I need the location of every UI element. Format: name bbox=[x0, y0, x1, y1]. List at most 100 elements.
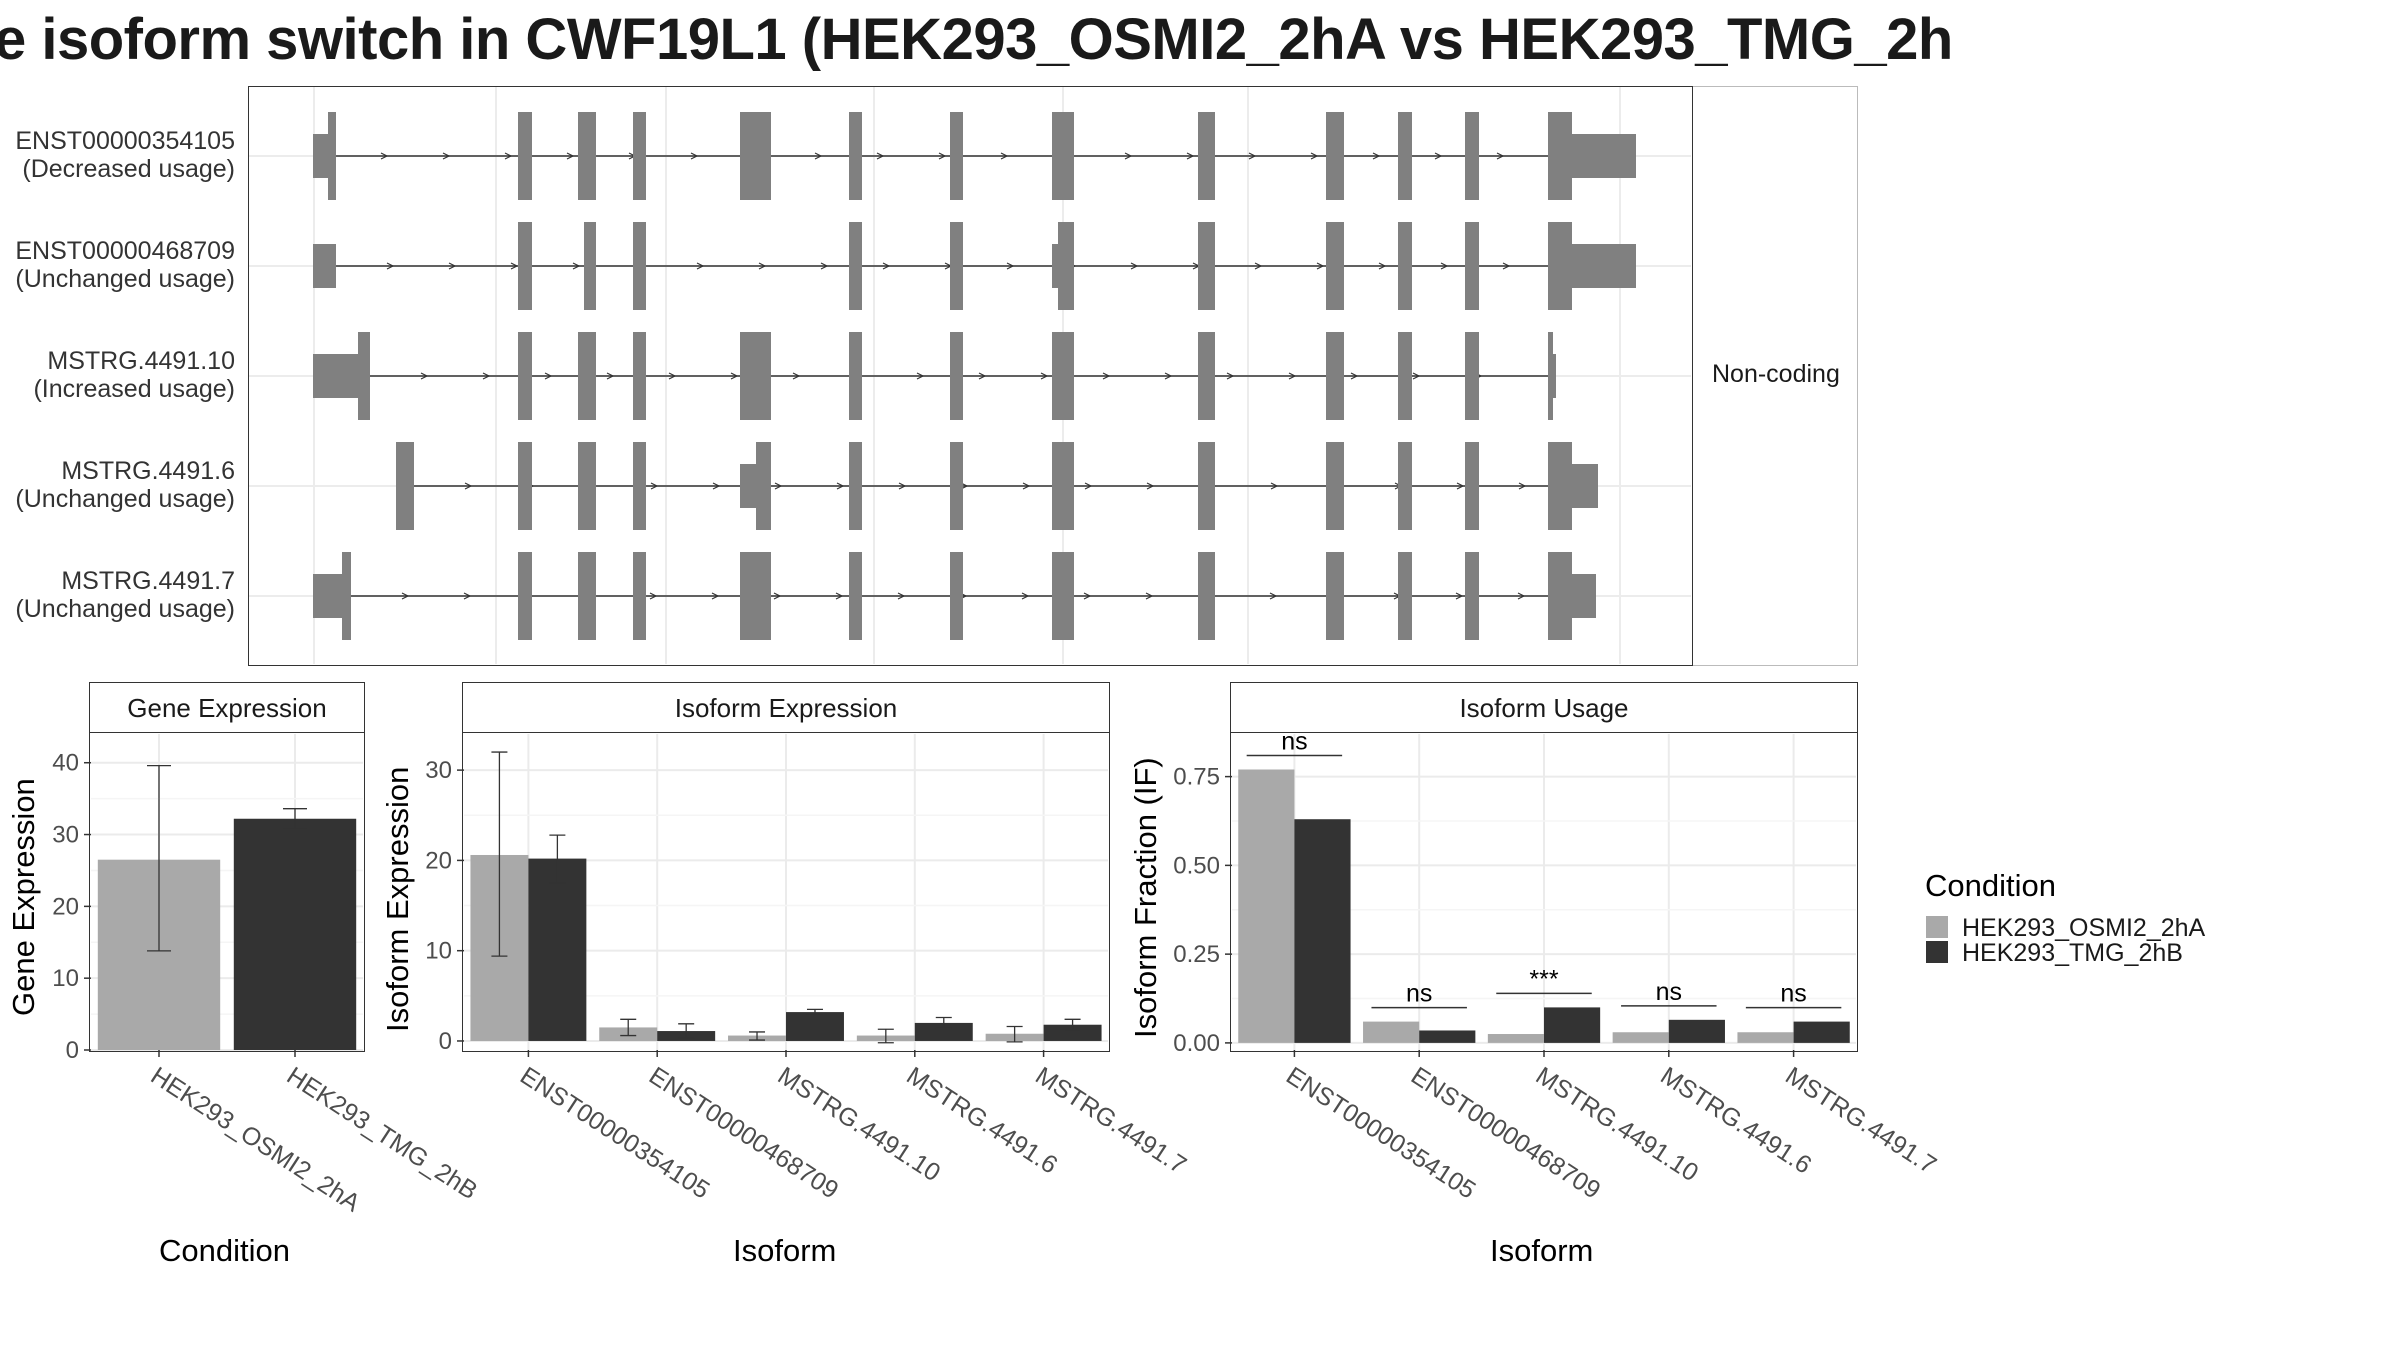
exon-box bbox=[1572, 464, 1598, 508]
intron-arrow bbox=[696, 262, 705, 270]
intron-arrow bbox=[448, 262, 457, 270]
y-tick-label: 30 bbox=[425, 757, 452, 784]
intron-arrow bbox=[774, 482, 783, 490]
isoform-structure-label: MSTRG.4491.10 (Increased usage) bbox=[0, 347, 235, 403]
exon-box bbox=[342, 552, 351, 640]
exon-box bbox=[1572, 574, 1596, 618]
isoform-usage-status: (Unchanged usage) bbox=[15, 485, 235, 513]
isoform-id: MSTRG.4491.10 bbox=[47, 347, 235, 375]
x-tick-label: MSTRG.4491.7 bbox=[1780, 1062, 1941, 1180]
exon-box bbox=[633, 442, 646, 530]
y-tick-label: 40 bbox=[52, 750, 79, 777]
exon-box bbox=[1326, 222, 1344, 310]
isoform-structure-label: MSTRG.4491.7 (Unchanged usage) bbox=[0, 567, 235, 623]
intron-arrow bbox=[835, 592, 844, 600]
y-tick-label: 30 bbox=[52, 822, 79, 849]
intron-arrow bbox=[1164, 372, 1173, 380]
exon-box bbox=[950, 442, 963, 530]
intron-arrow bbox=[463, 592, 472, 600]
intron-arrow bbox=[1186, 152, 1195, 160]
exon-box bbox=[1198, 552, 1215, 640]
intron-arrow bbox=[978, 372, 987, 380]
exon-box bbox=[1198, 222, 1215, 310]
isoform-usage-status: (Increased usage) bbox=[33, 375, 235, 403]
gene-expression-xlabel: Condition bbox=[159, 1233, 290, 1268]
y-tick-label: 0.00 bbox=[1173, 1030, 1220, 1057]
intron-arrow bbox=[401, 592, 410, 600]
exon-box bbox=[1465, 222, 1479, 310]
isoform-usage-status: (Decreased usage) bbox=[22, 155, 235, 183]
x-tick-label: ENST00000354105 bbox=[1281, 1062, 1480, 1205]
exon-box bbox=[358, 332, 370, 420]
exon-box bbox=[1326, 552, 1344, 640]
intron-arrow bbox=[380, 152, 389, 160]
intron-arrow bbox=[1440, 262, 1449, 270]
intron-arrow bbox=[668, 372, 677, 380]
intron-arrow bbox=[1083, 592, 1092, 600]
non-coding-label: Non-coding bbox=[1712, 360, 1840, 388]
intron-arrow bbox=[938, 152, 947, 160]
legend-key-tmg bbox=[1926, 941, 1948, 963]
exon-box bbox=[1465, 332, 1479, 420]
x-tick-label: MSTRG.4491.10 bbox=[773, 1062, 946, 1188]
exon-box bbox=[740, 112, 771, 200]
isoform-structure-label: MSTRG.4491.6 (Unchanged usage) bbox=[0, 457, 235, 513]
intron-arrow bbox=[1124, 152, 1133, 160]
intron-arrow bbox=[758, 262, 767, 270]
isoform-structure-svg bbox=[249, 87, 1691, 664]
exon-box bbox=[518, 442, 532, 530]
isoform-structure-panel bbox=[248, 86, 1693, 666]
intron-arrow bbox=[773, 592, 782, 600]
y-tick-label: 0 bbox=[66, 1037, 79, 1064]
exon-box bbox=[578, 442, 596, 530]
x-tick-label: MSTRG.4491.6 bbox=[902, 1062, 1063, 1180]
exon-box bbox=[1465, 442, 1479, 530]
y-tick-label: 10 bbox=[425, 938, 452, 965]
exon-box bbox=[849, 442, 862, 530]
isoform-usage-status: (Unchanged usage) bbox=[15, 595, 235, 623]
exon-box bbox=[849, 112, 862, 200]
intron-arrow bbox=[606, 372, 615, 380]
exon-box bbox=[1465, 112, 1479, 200]
x-tick-label: ENST00000468709 bbox=[1406, 1062, 1605, 1205]
intron-arrow bbox=[464, 482, 473, 490]
intron-arrow bbox=[1310, 152, 1319, 160]
exon-box bbox=[950, 222, 963, 310]
x-tick-label: ENST00000468709 bbox=[644, 1062, 843, 1205]
exon-box bbox=[578, 332, 596, 420]
exon-box bbox=[1553, 354, 1556, 398]
intron-arrow bbox=[1146, 482, 1155, 490]
exon-box bbox=[313, 354, 358, 398]
legend-title: Condition bbox=[1925, 868, 2056, 903]
exon-box bbox=[1572, 244, 1636, 288]
intron-arrow bbox=[1022, 482, 1031, 490]
y-tick-label: 10 bbox=[52, 965, 79, 992]
gene-expression-panel bbox=[89, 732, 365, 1052]
strip-isoform-expression: Isoform Expression bbox=[462, 682, 1110, 733]
intron-arrow bbox=[690, 152, 699, 160]
exon-box bbox=[518, 332, 532, 420]
x-tick-label: MSTRG.4491.10 bbox=[1531, 1062, 1704, 1188]
intron-arrow bbox=[711, 592, 720, 600]
strip-gene-expression: Gene Expression bbox=[89, 682, 365, 733]
intron-arrow bbox=[1316, 262, 1325, 270]
isoform-usage-xlabel: Isoform bbox=[1490, 1233, 1594, 1268]
legend-key-osmi2 bbox=[1926, 916, 1948, 938]
intron-arrow bbox=[1517, 592, 1526, 600]
intron-arrow bbox=[1021, 592, 1030, 600]
intron-arrow bbox=[1084, 482, 1093, 490]
exon-box bbox=[1548, 332, 1553, 420]
exon-box bbox=[1398, 332, 1412, 420]
intron-arrow bbox=[792, 372, 801, 380]
intron-arrow bbox=[442, 152, 451, 160]
exon-box bbox=[313, 244, 336, 288]
intron-arrow bbox=[730, 372, 739, 380]
exon-box bbox=[1198, 332, 1215, 420]
exon-box bbox=[1398, 222, 1412, 310]
exon-box bbox=[578, 112, 596, 200]
isoform-structure-label: ENST00000468709 (Unchanged usage) bbox=[0, 237, 235, 293]
y-tick-label: 0.50 bbox=[1173, 852, 1220, 879]
intron-arrow bbox=[1269, 592, 1278, 600]
exon-box bbox=[1465, 552, 1479, 640]
exon-box bbox=[1198, 442, 1215, 530]
